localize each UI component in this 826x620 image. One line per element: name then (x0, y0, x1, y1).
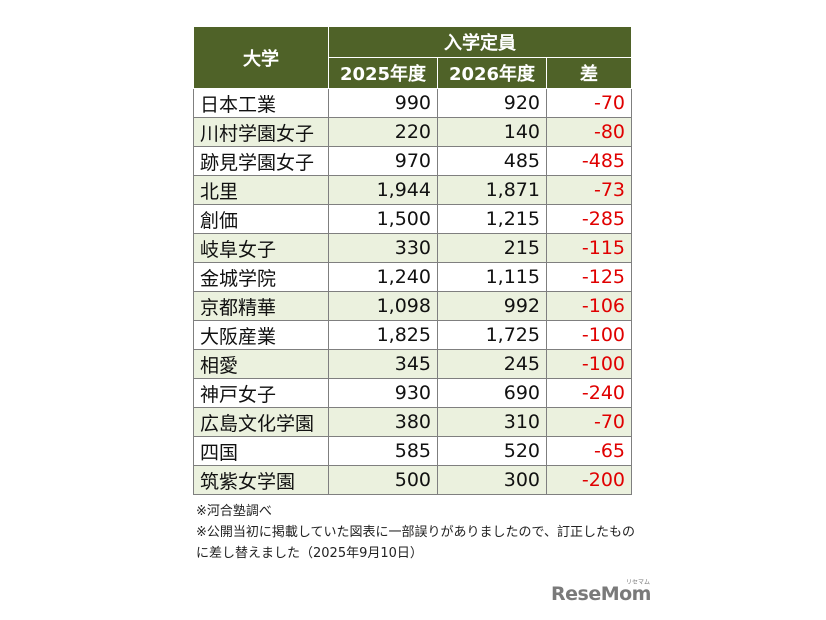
header-university: 大学 (193, 26, 329, 89)
header-2026: 2026年度 (437, 57, 547, 89)
quota-difference: -106 (545, 291, 633, 321)
university-name: 神戸女子 (193, 378, 329, 408)
quota-difference: -125 (545, 262, 633, 292)
table-row: 神戸女子 930 690 -240 (193, 378, 633, 408)
quota-2025: 500 (328, 465, 438, 495)
quota-difference: -485 (545, 146, 633, 176)
quota-2026: 485 (437, 146, 547, 176)
header-row-2: 2025年度 2026年度 差 (194, 57, 633, 89)
university-name: 岐阜女子 (193, 233, 329, 263)
quota-2025: 330 (328, 233, 438, 263)
quota-2026: 1,115 (437, 262, 547, 292)
table-row: 跡見学園女子 970 485 -485 (193, 146, 633, 176)
correction-note-line-1: ※公開当初に掲載していた図表に一部誤りがありましたので、訂正したもの (196, 525, 635, 540)
table-row: 広島文化学園 380 310 -70 (193, 407, 633, 437)
quota-2025: 1,500 (328, 204, 438, 234)
quota-difference: -100 (545, 320, 633, 350)
university-name: 四国 (193, 436, 329, 466)
quota-difference: -115 (545, 233, 633, 263)
quota-2026: 245 (437, 349, 547, 379)
table-row: 筑紫女学園 500 300 -200 (193, 465, 633, 495)
quota-2025: 970 (328, 146, 438, 176)
quota-difference: -65 (545, 436, 633, 466)
quota-2025: 585 (328, 436, 438, 466)
quota-2026: 310 (437, 407, 547, 437)
university-name: 金城学院 (193, 262, 329, 292)
table-row: 大阪産業 1,825 1,725 -100 (193, 320, 633, 350)
enrollment-table: 大学 入学定員 2025年度 2026年度 差 日本工業 990 920 -70… (193, 26, 633, 495)
quota-difference: -70 (545, 407, 633, 437)
quota-2025: 220 (328, 117, 438, 147)
quota-2026: 1,215 (437, 204, 547, 234)
header-row-1: 大学 入学定員 (193, 26, 633, 89)
quota-difference: -240 (545, 378, 633, 408)
quota-2025: 1,240 (328, 262, 438, 292)
quota-2025: 1,098 (328, 291, 438, 321)
university-name: 筑紫女学園 (193, 465, 329, 495)
table-row: 金城学院 1,240 1,115 -125 (193, 262, 633, 292)
table-row: 川村学園女子 220 140 -80 (193, 117, 633, 147)
quota-2025: 1,825 (328, 320, 438, 350)
resemom-logo: リセマム ReseMom (551, 579, 651, 605)
university-name: 北里 (193, 175, 329, 205)
quota-difference: -70 (545, 88, 633, 118)
table-row: 相愛 345 245 -100 (193, 349, 633, 379)
quota-difference: -80 (545, 117, 633, 147)
footnotes: ※河合塾調べ ※公開当初に掲載していた図表に一部誤りがありましたので、訂正したも… (196, 501, 635, 564)
quota-2025: 345 (328, 349, 438, 379)
table-row: 北里 1,944 1,871 -73 (193, 175, 633, 205)
table-row: 日本工業 990 920 -70 (193, 88, 633, 118)
quota-2026: 520 (437, 436, 547, 466)
university-name: 相愛 (193, 349, 329, 379)
table-row: 四国 585 520 -65 (193, 436, 633, 466)
quota-2026: 690 (437, 378, 547, 408)
university-name: 大阪産業 (193, 320, 329, 350)
source-note: ※河合塾調べ (196, 504, 272, 519)
quota-2026: 1,871 (437, 175, 547, 205)
quota-2026: 140 (437, 117, 547, 147)
university-name: 京都精華 (193, 291, 329, 321)
university-name: 川村学園女子 (193, 117, 329, 147)
quota-2026: 215 (437, 233, 547, 263)
header-enrollment-quota: 入学定員 (327, 26, 633, 58)
logo-text: ReseMom (551, 583, 651, 605)
quota-2026: 992 (437, 291, 547, 321)
quota-difference: -285 (545, 204, 633, 234)
quota-2026: 920 (437, 88, 547, 118)
quota-2026: 300 (437, 465, 547, 495)
quota-difference: -200 (545, 465, 633, 495)
table-row: 京都精華 1,098 992 -106 (193, 291, 633, 321)
quota-2025: 1,944 (328, 175, 438, 205)
university-name: 跡見学園女子 (193, 146, 329, 176)
quota-2026: 1,725 (437, 320, 547, 350)
university-name: 広島文化学園 (193, 407, 329, 437)
header-2025: 2025年度 (328, 57, 438, 89)
quota-difference: -100 (545, 349, 633, 379)
quota-difference: -73 (545, 175, 633, 205)
quota-2025: 930 (328, 378, 438, 408)
quota-2025: 380 (328, 407, 438, 437)
university-name: 日本工業 (193, 88, 329, 118)
logo-kana: リセマム (626, 579, 651, 586)
header-difference: 差 (545, 57, 633, 89)
university-name: 創価 (193, 204, 329, 234)
table-row: 岐阜女子 330 215 -115 (193, 233, 633, 263)
quota-2025: 990 (328, 88, 438, 118)
table-row: 創価 1,500 1,215 -285 (193, 204, 633, 234)
correction-note-line-2: に差し替えました（2025年9月10日） (196, 546, 423, 561)
